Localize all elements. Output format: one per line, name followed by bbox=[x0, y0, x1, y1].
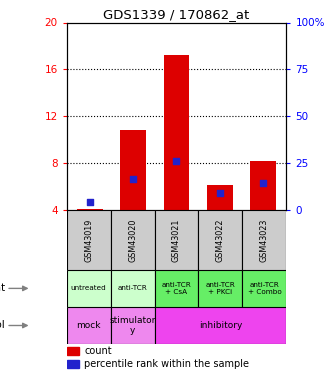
Bar bbox=[111, 307, 155, 344]
Text: anti-TCR
+ Combo: anti-TCR + Combo bbox=[247, 282, 281, 295]
Bar bbox=[67, 307, 111, 344]
Point bbox=[260, 180, 265, 186]
Text: anti-TCR
+ CsA: anti-TCR + CsA bbox=[162, 282, 191, 295]
Bar bbox=[67, 348, 79, 355]
Bar bbox=[67, 360, 79, 368]
Bar bbox=[77, 209, 103, 210]
Text: anti-TCR: anti-TCR bbox=[118, 285, 148, 291]
Bar bbox=[164, 56, 189, 210]
Point bbox=[88, 199, 93, 205]
Text: untreated: untreated bbox=[71, 285, 107, 291]
Bar bbox=[121, 130, 146, 210]
Text: mock: mock bbox=[76, 321, 101, 330]
Bar bbox=[242, 210, 286, 270]
Bar bbox=[155, 270, 198, 307]
Text: GSM43022: GSM43022 bbox=[216, 218, 225, 262]
Text: stimulator
y: stimulator y bbox=[109, 316, 156, 335]
Point bbox=[174, 158, 179, 164]
Text: count: count bbox=[84, 346, 112, 356]
Title: GDS1339 / 170862_at: GDS1339 / 170862_at bbox=[103, 8, 250, 21]
Bar bbox=[67, 210, 111, 270]
Bar bbox=[250, 160, 276, 210]
Bar bbox=[67, 270, 111, 307]
Text: GSM43020: GSM43020 bbox=[128, 219, 137, 262]
Text: inhibitory: inhibitory bbox=[199, 321, 242, 330]
Bar bbox=[155, 307, 286, 344]
Bar bbox=[207, 185, 232, 210]
Bar bbox=[198, 210, 242, 270]
Text: anti-TCR
+ PKCi: anti-TCR + PKCi bbox=[205, 282, 235, 295]
Point bbox=[131, 176, 136, 182]
Text: GSM43021: GSM43021 bbox=[172, 219, 181, 262]
Text: agent: agent bbox=[0, 284, 5, 293]
Text: percentile rank within the sample: percentile rank within the sample bbox=[84, 359, 249, 369]
Text: GSM43019: GSM43019 bbox=[84, 219, 93, 262]
Text: GSM43023: GSM43023 bbox=[260, 219, 269, 262]
Bar bbox=[155, 210, 198, 270]
Bar bbox=[198, 270, 242, 307]
Text: protocol: protocol bbox=[0, 321, 5, 330]
Bar bbox=[242, 270, 286, 307]
Bar bbox=[111, 210, 155, 270]
Bar bbox=[111, 270, 155, 307]
Point bbox=[217, 190, 222, 196]
